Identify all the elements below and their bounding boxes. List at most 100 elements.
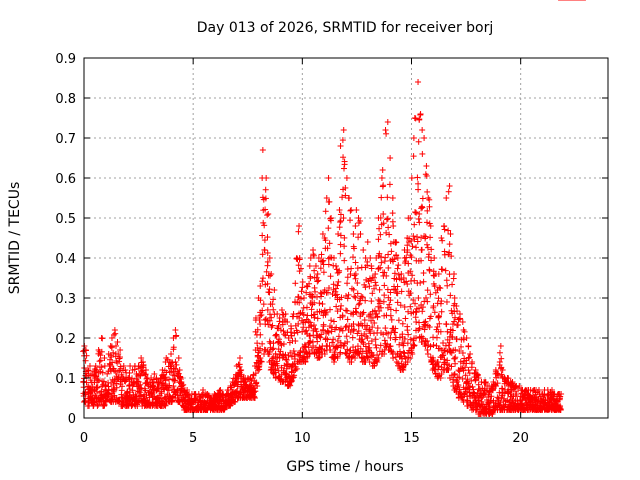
x-tick-label: 0 xyxy=(80,431,88,446)
data-point xyxy=(389,195,396,201)
data-point xyxy=(387,155,394,161)
data-point xyxy=(423,163,430,169)
data-point xyxy=(110,331,117,338)
y-tick-label: 0 xyxy=(68,412,76,427)
data-point xyxy=(336,224,343,231)
data-point xyxy=(264,212,271,219)
data-point xyxy=(340,154,347,161)
data-point xyxy=(87,377,94,384)
data-point xyxy=(465,343,472,350)
data-point xyxy=(126,383,133,390)
data-point xyxy=(444,282,451,289)
data-point xyxy=(416,219,423,226)
data-point xyxy=(112,330,119,337)
data-point xyxy=(171,372,178,379)
data-point xyxy=(419,204,426,211)
data-point xyxy=(355,301,362,308)
data-point xyxy=(154,383,161,390)
data-point xyxy=(200,387,207,393)
data-point xyxy=(441,226,448,233)
data-point xyxy=(374,325,381,332)
data-point xyxy=(170,383,177,390)
data-point xyxy=(440,339,447,346)
data-point xyxy=(424,351,431,357)
data-point xyxy=(427,234,434,241)
data-point xyxy=(93,373,100,380)
data-point xyxy=(318,251,325,258)
data-point xyxy=(417,279,424,286)
data-point xyxy=(376,286,383,293)
data-point xyxy=(412,115,419,122)
y-tick-label: 0.1 xyxy=(55,372,76,387)
data-point xyxy=(378,259,385,266)
data-point xyxy=(381,282,388,289)
data-point xyxy=(306,263,313,269)
data-point xyxy=(394,299,401,306)
data-point xyxy=(340,215,347,222)
data-point xyxy=(115,351,122,357)
data-point xyxy=(399,320,406,327)
data-point xyxy=(126,386,133,393)
data-point xyxy=(419,150,426,157)
data-point xyxy=(84,367,91,373)
data-point xyxy=(466,354,473,361)
data-point xyxy=(217,387,224,393)
data-point xyxy=(344,280,351,287)
grid-layer xyxy=(84,58,608,418)
data-point xyxy=(136,384,143,391)
data-point xyxy=(328,317,335,324)
data-point xyxy=(196,395,203,402)
data-point xyxy=(451,370,458,377)
data-point xyxy=(352,259,359,266)
data-point xyxy=(352,223,359,229)
data-point xyxy=(131,366,138,373)
data-point xyxy=(443,298,450,305)
data-point xyxy=(337,241,344,248)
data-point xyxy=(337,219,344,226)
data-point xyxy=(405,331,412,338)
data-point xyxy=(155,379,162,386)
data-point xyxy=(101,402,108,409)
data-point xyxy=(94,403,101,409)
data-point xyxy=(173,361,180,368)
data-point xyxy=(336,207,343,213)
data-point xyxy=(341,243,348,250)
y-tick-label: 0.3 xyxy=(55,292,76,307)
data-point xyxy=(113,380,120,387)
data-point xyxy=(341,257,348,264)
data-point xyxy=(409,243,416,250)
data-point xyxy=(368,298,375,305)
data-point xyxy=(387,312,394,319)
data-point xyxy=(370,274,377,281)
data-point xyxy=(259,147,266,153)
data-point xyxy=(390,355,397,361)
data-point xyxy=(261,237,268,244)
data-point xyxy=(354,265,361,272)
data-point xyxy=(413,244,420,251)
data-point xyxy=(413,209,420,216)
data-point xyxy=(114,339,121,345)
y-tick-label: 0.7 xyxy=(55,132,76,147)
data-point xyxy=(415,186,422,193)
data-point xyxy=(178,385,185,392)
data-point xyxy=(392,239,399,246)
data-point xyxy=(433,334,440,341)
data-point xyxy=(497,343,504,349)
data-point xyxy=(439,237,446,244)
data-point xyxy=(386,181,393,188)
data-point xyxy=(390,223,397,229)
data-point xyxy=(314,271,321,277)
data-point xyxy=(257,321,264,328)
data-point xyxy=(325,261,332,268)
data-point xyxy=(273,331,280,338)
data-point xyxy=(395,317,402,324)
data-point xyxy=(435,313,442,320)
data-point xyxy=(443,277,450,284)
y-tick-label: 0.8 xyxy=(55,92,76,107)
data-point xyxy=(335,231,342,237)
data-point xyxy=(379,183,386,190)
data-point xyxy=(325,175,332,181)
data-point xyxy=(113,342,120,349)
data-point xyxy=(424,287,431,294)
data-point xyxy=(148,390,155,397)
